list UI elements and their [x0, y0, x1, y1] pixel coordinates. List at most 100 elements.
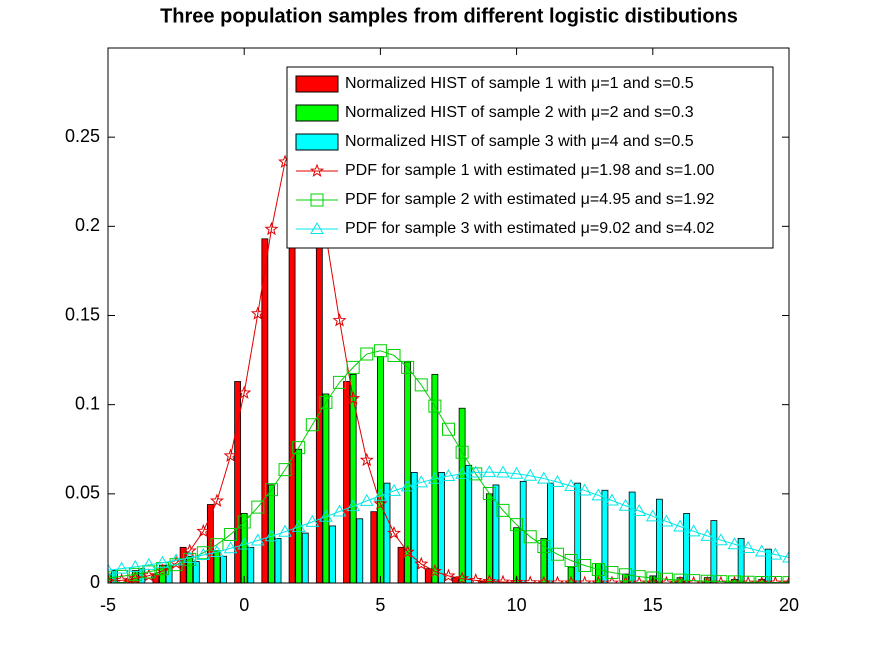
marker: [482, 573, 497, 583]
marker: [387, 348, 401, 362]
marker: [672, 575, 688, 583]
marker: [469, 467, 483, 481]
bar: [710, 520, 718, 583]
marker: [536, 471, 551, 484]
bar: [683, 513, 691, 583]
marker: [768, 575, 782, 583]
legend-label: Normalized HIST of sample 2 with μ=2 and…: [345, 104, 694, 121]
marker: [509, 466, 524, 479]
y-tick-label: 0.05: [65, 483, 100, 503]
marker: [714, 575, 728, 583]
bar: [397, 546, 405, 583]
bar: [152, 573, 160, 583]
bar: [213, 550, 221, 583]
bar: [165, 564, 173, 583]
marker: [278, 463, 292, 477]
marker: [264, 483, 278, 497]
marker: [564, 554, 578, 568]
marker: [741, 575, 755, 583]
bar: [349, 373, 357, 583]
marker: [619, 568, 633, 582]
marker: [128, 559, 143, 572]
marker: [577, 575, 592, 583]
marker: [182, 550, 197, 563]
marker: [108, 573, 116, 583]
bar: [234, 381, 242, 583]
marker: [196, 548, 211, 561]
marker: [659, 575, 674, 583]
marker: [250, 306, 265, 320]
bar: [628, 491, 636, 583]
marker: [155, 563, 170, 577]
bar: [295, 448, 303, 583]
marker: [223, 541, 238, 554]
marker: [536, 575, 551, 583]
marker: [768, 547, 783, 560]
marker: [400, 479, 415, 492]
marker: [755, 575, 769, 583]
marker: [400, 544, 415, 559]
bar: [656, 498, 663, 583]
marker: [578, 559, 592, 573]
marker: [278, 524, 292, 537]
legend-marker: [310, 193, 324, 207]
marker: [251, 500, 265, 514]
marker: [223, 448, 238, 462]
bar: [247, 546, 255, 583]
marker: [359, 452, 374, 467]
marker: [482, 465, 497, 478]
marker: [727, 575, 742, 583]
legend-swatch: [295, 133, 339, 151]
bar: [356, 518, 364, 583]
marker: [781, 575, 789, 583]
bar: [540, 538, 548, 583]
marker: [645, 509, 660, 522]
marker: [386, 525, 402, 540]
bar: [485, 493, 493, 583]
bar: [465, 464, 473, 583]
marker: [754, 575, 769, 583]
legend-label: PDF for sample 3 with estimated μ=9.02 a…: [345, 220, 715, 237]
marker: [604, 575, 620, 583]
legend: Normalized HIST of sample 1 with μ=1 and…: [286, 66, 774, 249]
marker: [550, 475, 565, 488]
x-tick-label: -5: [100, 595, 116, 615]
pdf-line: [108, 136, 789, 583]
marker: [414, 556, 429, 571]
marker: [673, 519, 687, 532]
bar: [138, 568, 146, 583]
marker: [741, 575, 756, 583]
marker: [550, 575, 565, 583]
x-tick-label: 5: [375, 595, 385, 615]
bar: [192, 561, 200, 583]
marker: [577, 483, 592, 496]
marker: [441, 468, 456, 481]
marker: [142, 565, 156, 579]
marker: [510, 518, 524, 532]
marker: [373, 344, 387, 358]
x-tick-label: 20: [779, 595, 799, 615]
marker: [591, 488, 606, 501]
pdf-line: [108, 471, 789, 571]
marker: [141, 557, 156, 570]
marker: [509, 574, 524, 583]
marker: [346, 360, 360, 374]
marker: [537, 539, 551, 553]
bar: [574, 482, 582, 583]
bar: [547, 482, 554, 583]
bar: [322, 393, 330, 583]
bar: [458, 407, 466, 583]
marker: [128, 571, 143, 583]
marker: [482, 486, 496, 500]
bar: [186, 555, 194, 583]
bar: [343, 381, 350, 583]
marker: [373, 488, 388, 501]
marker: [591, 575, 606, 583]
marker: [468, 465, 483, 478]
marker: [414, 475, 429, 488]
marker: [455, 466, 469, 479]
marker: [346, 391, 361, 405]
marker: [428, 471, 442, 484]
marker: [727, 537, 742, 550]
